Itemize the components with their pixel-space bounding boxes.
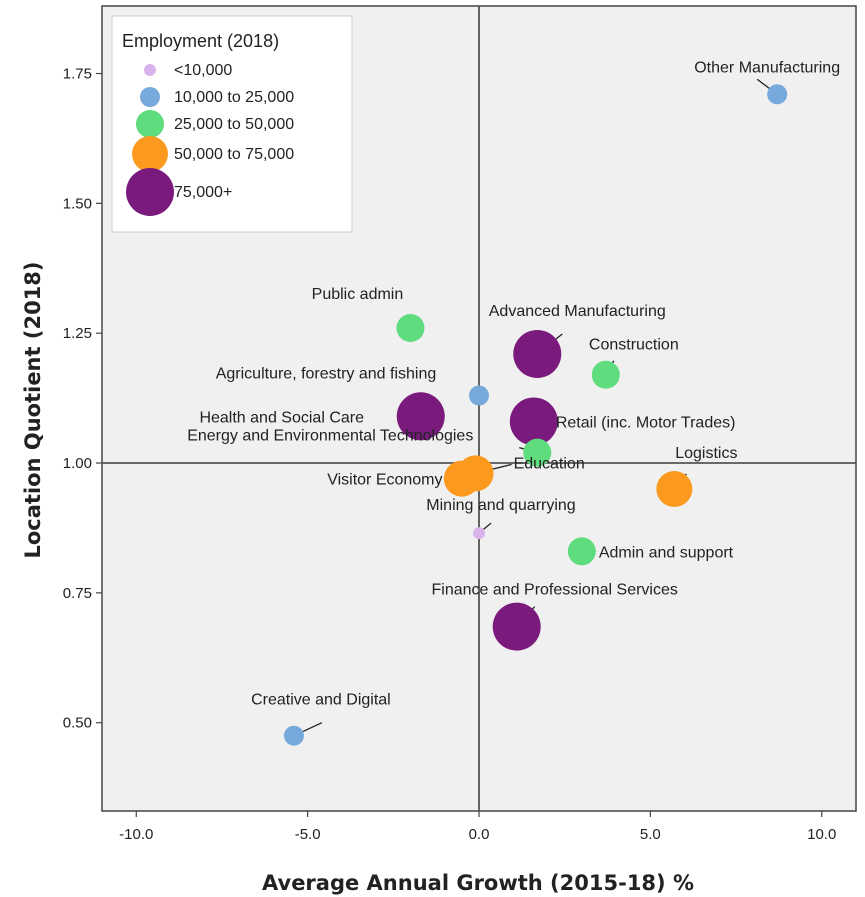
label-advanced-manufacturing: Advanced Manufacturing [489, 303, 666, 320]
legend-label-3: 50,000 to 75,000 [174, 146, 294, 163]
point-logistics [656, 471, 693, 507]
label-construction: Construction [589, 337, 679, 354]
y-tick-label: 1.00 [63, 455, 92, 472]
point-other-manufacturing [767, 84, 788, 105]
x-axis-ticks: -10.0 -5.0 0.0 5.0 10.0 [119, 811, 836, 843]
label-visitor-economy: Visitor Economy [327, 472, 442, 489]
label-public-admin: Public admin [312, 286, 404, 303]
y-tick-label: 0.50 [63, 715, 92, 732]
legend-marker-1 [140, 87, 160, 107]
x-tick-label: 0.0 [469, 826, 490, 843]
y-axis-title: Location Quotient (2018) [21, 261, 45, 558]
point-finance-and-professional-services [492, 602, 541, 651]
label-energy-and-environmental-technologies: Energy and Environmental Technologies [187, 428, 473, 445]
x-tick-label: 10.0 [807, 826, 836, 843]
legend-label-4: 75,000+ [174, 184, 232, 201]
label-other-manufacturing: Other Manufacturing [694, 59, 840, 76]
y-tick-label: 0.75 [63, 585, 92, 602]
legend-marker-3 [132, 136, 168, 172]
point-health-and-social-care [396, 392, 445, 441]
legend-marker-4 [126, 168, 174, 216]
label-finance-and-professional-services: Finance and Professional Services [432, 582, 678, 599]
x-tick-label: -5.0 [295, 826, 321, 843]
y-axis-ticks: 0.50 0.75 1.00 1.25 1.50 1.75 [63, 66, 102, 732]
x-tick-label: 5.0 [640, 826, 661, 843]
x-axis-title: Average Annual Growth (2015-18) % [262, 871, 694, 895]
point-retail-inc-motor-trades [509, 397, 558, 446]
y-tick-label: 1.75 [63, 66, 92, 83]
label-health-and-social-care: Health and Social Care [199, 409, 364, 426]
label-logistics: Logistics [675, 445, 737, 462]
point-advanced-manufacturing [513, 329, 562, 378]
point-creative-and-digital [283, 725, 304, 746]
data-points [283, 84, 788, 746]
point-agriculture-forestry-and-fishing [469, 385, 489, 406]
y-tick-label: 1.50 [63, 195, 92, 212]
legend-marker-2 [136, 110, 164, 138]
label-agriculture-forestry-and-fishing: Agriculture, forestry and fishing [216, 366, 437, 383]
legend: Employment (2018) <10,000 10,000 to 25,00… [111, 15, 353, 233]
legend-label-2: 25,000 to 50,000 [174, 116, 294, 133]
point-education [457, 455, 494, 492]
label-admin-and-support: Admin and support [599, 544, 734, 561]
legend-entries: <10,000 10,000 to 25,000 25,000 to 50,000 5… [126, 62, 294, 216]
point-labels: Other Manufacturing Public admin Advanced … [187, 59, 840, 708]
x-tick-label: -10.0 [119, 826, 153, 843]
point-admin-and-support [567, 537, 596, 566]
point-construction [591, 360, 620, 389]
label-creative-and-digital: Creative and Digital [251, 692, 391, 709]
label-mining-and-quarrying: Mining and quarrying [426, 497, 575, 514]
legend-label-1: 10,000 to 25,000 [174, 89, 294, 106]
label-education: Education [514, 455, 585, 472]
point-public-admin [396, 314, 425, 342]
y-tick-label: 1.25 [63, 325, 92, 342]
legend-label-0: <10,000 [174, 62, 232, 79]
legend-marker-0 [144, 64, 156, 76]
label-retail-inc-motor-trades: Retail (inc. Motor Trades) [556, 414, 736, 431]
point-mining-and-quarrying [473, 527, 485, 540]
legend-title: Employment (2018) [122, 31, 279, 51]
point-energy-and-environmental-technologies [523, 438, 552, 467]
